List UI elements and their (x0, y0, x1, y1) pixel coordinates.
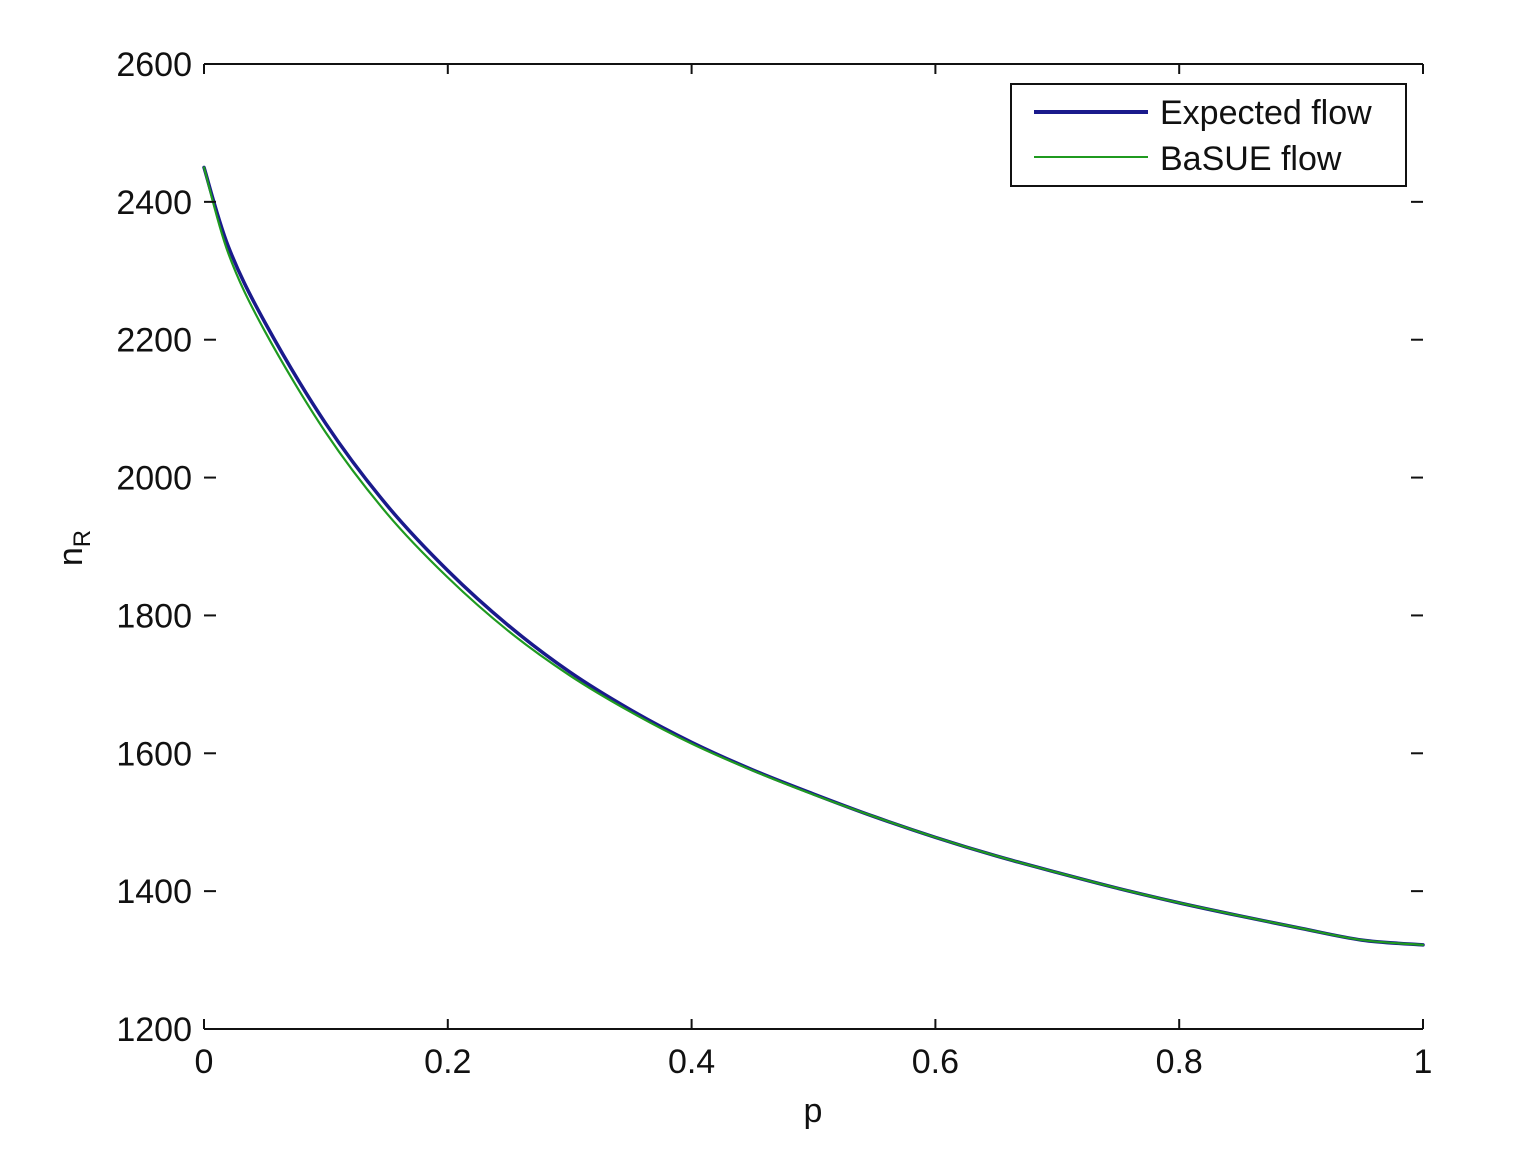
y-tick-label: 2000 (116, 460, 192, 498)
y-axis-label: nR (52, 530, 96, 566)
x-tick-label: 0.2 (424, 1043, 471, 1081)
y-tick-label: 1600 (116, 735, 192, 773)
legend-label-expected-flow: Expected flow (1160, 94, 1372, 132)
y-tick-label: 1800 (116, 597, 192, 635)
series-line-expected-flow (202, 165, 1425, 947)
x-tick-label: 0.6 (912, 1043, 959, 1081)
series-layer (202, 165, 1425, 947)
plot-frame (204, 63, 1423, 1030)
y-tick-label: 1400 (116, 873, 192, 911)
y-tick-label: 2600 (116, 46, 192, 84)
x-tick-label: 0.4 (668, 1043, 715, 1081)
legend: Expected flow BaSUE flow (1010, 83, 1407, 187)
series-line-basue-flow (202, 166, 1425, 947)
y-tick-label: 1200 (116, 1011, 192, 1049)
y-tick-label: 2200 (116, 322, 192, 360)
legend-box (1010, 83, 1407, 187)
ticks-layer: 0 0.2 0.4 0.6 0.8 1 1200 1400 1600 1800 2000 2200 24… (116, 46, 1432, 1081)
y-axis-label-main: n (52, 547, 90, 566)
legend-label-basue-flow: BaSUE flow (1160, 140, 1342, 178)
x-tick-label: 0.8 (1156, 1043, 1203, 1081)
svg-text:nR: nR (52, 530, 96, 566)
x-tick-label: 0 (195, 1043, 214, 1081)
y-tick-label: 2400 (116, 184, 192, 222)
x-axis-label: p (804, 1092, 823, 1130)
x-tick-label: 1 (1414, 1043, 1433, 1081)
y-axis-label-subscript: R (69, 530, 96, 547)
